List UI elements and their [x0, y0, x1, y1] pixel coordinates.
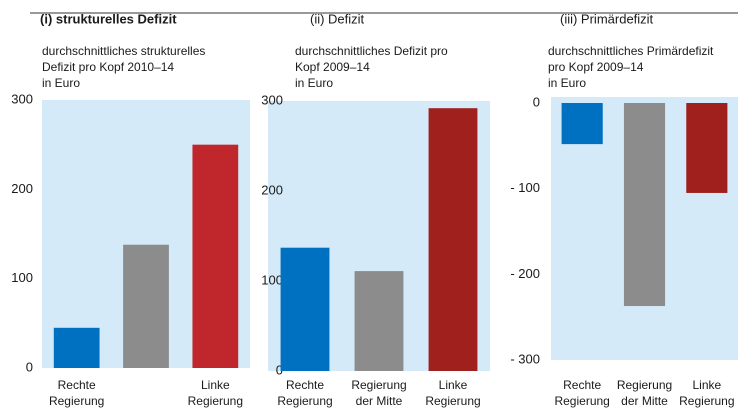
y-tick-label: 200 [261, 182, 283, 197]
y-tick-label: 0 [533, 94, 540, 109]
bar [192, 144, 239, 368]
subtitle: in Euro [548, 76, 586, 90]
bar [686, 103, 728, 193]
x-tick-label: Rechte Regierung [49, 378, 104, 408]
subtitle: in Euro [42, 76, 80, 90]
bar [354, 271, 404, 371]
subtitle: durchschnittliches strukturelles [42, 44, 205, 58]
bar [123, 244, 169, 368]
x-tick-label: Regierung der Mitte [351, 378, 406, 408]
y-tick-label: - 200 [510, 266, 540, 281]
bar [280, 247, 330, 371]
y-tick-label: 200 [11, 181, 33, 196]
y-tick-label: 300 [11, 91, 33, 106]
bar [623, 103, 666, 307]
y-tick-label: 0 [26, 359, 33, 374]
chart-title: (i) strukturelles Defizit [40, 11, 177, 26]
bar [53, 327, 100, 368]
x-tick-label: Linke Regierung [425, 378, 480, 408]
y-tick-label: - 300 [510, 351, 540, 366]
x-tick-label: Rechte Regierung [554, 378, 609, 408]
x-tick-label: Linke Regierung [188, 378, 243, 408]
y-tick-label: - 100 [510, 180, 540, 195]
subtitle: durchschnittliches Primärdefizit [548, 44, 714, 58]
x-tick-label: Regierung der Mitte [617, 378, 672, 408]
chart-title: (iii) Primärdefizit [560, 11, 654, 26]
subtitle: pro Kopf 2009–14 [548, 60, 644, 74]
x-tick-label: Rechte Regierung [277, 378, 332, 408]
subtitle: in Euro [295, 76, 333, 90]
y-tick-label: 100 [261, 272, 283, 287]
y-tick-label: 0 [276, 362, 283, 377]
y-tick-label: 300 [261, 92, 283, 107]
y-tick-label: 100 [11, 270, 33, 285]
chart-title: (ii) Defizit [310, 11, 365, 26]
bar [428, 108, 478, 371]
subtitle: Defizit pro Kopf 2010–14 [42, 60, 174, 74]
subtitle: durchschnittliches Defizit pro [295, 44, 448, 58]
x-tick-label: Linke Regierung [679, 378, 734, 408]
subtitle: Kopf 2009–14 [295, 60, 370, 74]
bar [561, 103, 603, 145]
